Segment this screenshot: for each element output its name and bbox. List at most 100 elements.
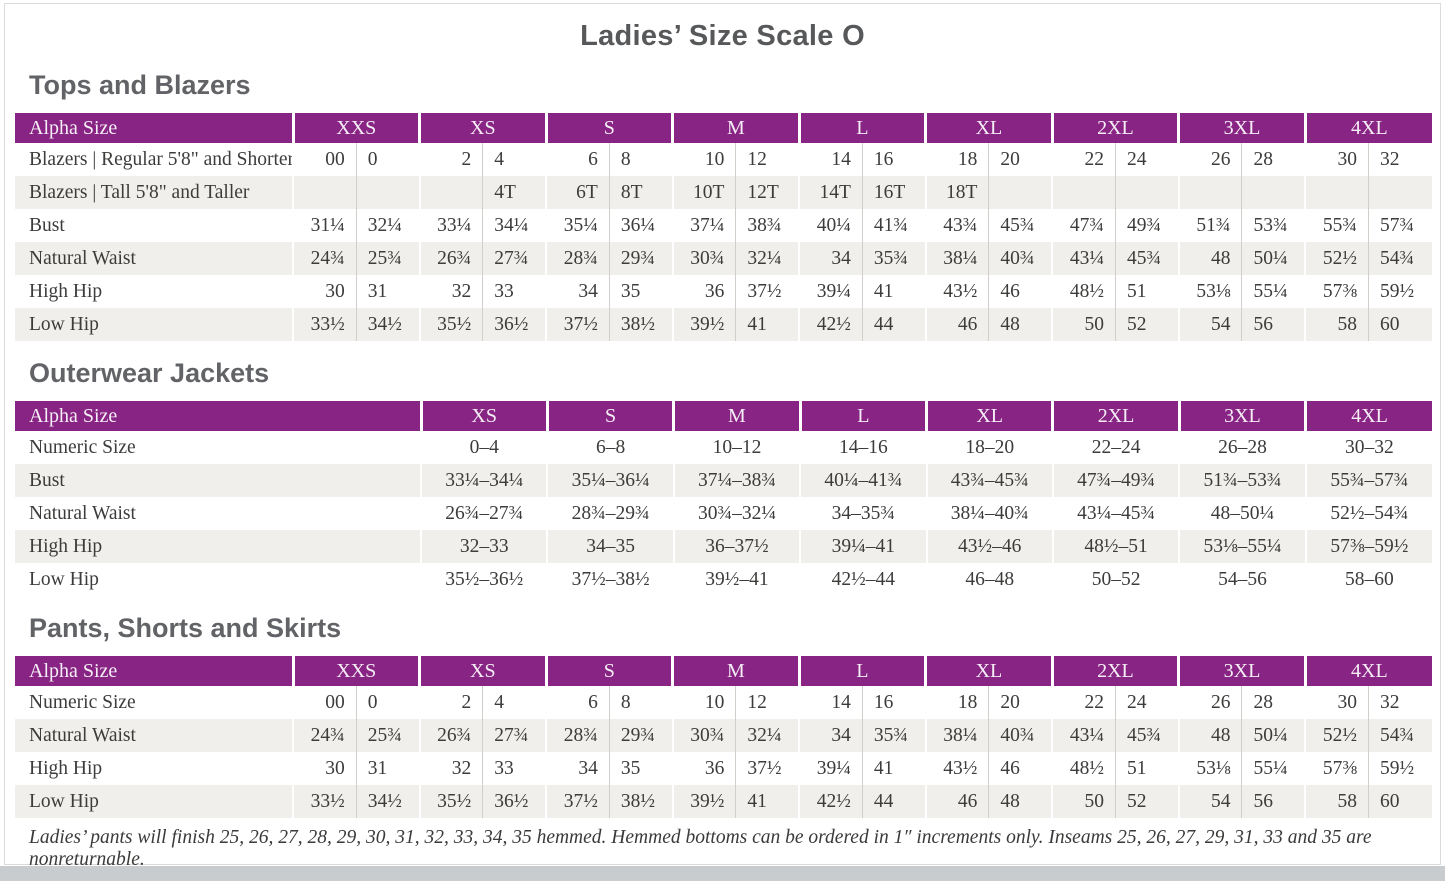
size-cell: 33: [482, 752, 547, 785]
size-cell: 35: [608, 752, 673, 785]
size-cell: 31¼: [291, 209, 357, 242]
table-row: Low Hip 33½ 34½ 35½ 36½ 37½ 38½ 39½ 41 42½ 44 46 48 5…: [15, 308, 1432, 341]
size-cell: 33½: [291, 785, 357, 818]
size-cell: 60: [1368, 308, 1432, 341]
size-group-header: 3XL: [1177, 113, 1306, 143]
size-cell: 36½: [482, 785, 547, 818]
size-cell: 48: [1177, 242, 1242, 275]
size-cell: 50: [1051, 308, 1116, 341]
size-cell: 32: [418, 275, 483, 308]
size-cell: 54: [1177, 785, 1242, 818]
size-cell: 2: [418, 143, 483, 176]
size-group-header: XL: [924, 656, 1053, 686]
size-cell: 28¾: [545, 242, 610, 275]
size-cell: 37¼–38¾: [672, 464, 801, 497]
size-group-header: XXS: [291, 113, 420, 143]
size-cell: 8: [608, 143, 673, 176]
size-group-header: L: [797, 656, 926, 686]
size-cell: 52½: [1304, 242, 1369, 275]
size-cell: 51¾: [1177, 209, 1242, 242]
size-cell: 36¼: [608, 209, 673, 242]
size-cell: 14: [798, 686, 863, 719]
size-cell: 12: [735, 143, 800, 176]
size-cell: 29¾: [608, 242, 673, 275]
table-row: Blazers | Regular 5'8" and Shorter 00 0 2 4 6…: [15, 143, 1432, 176]
size-group-header: M: [671, 656, 800, 686]
size-cell: 24: [1114, 143, 1179, 176]
row-label: Numeric Size: [15, 431, 422, 464]
size-cell: 54¾: [1368, 242, 1432, 275]
size-cell: 0: [355, 143, 420, 176]
size-cell: 43½: [924, 275, 989, 308]
size-cell: 31: [355, 752, 420, 785]
size-cell: 60: [1368, 785, 1432, 818]
size-cell: 46: [924, 308, 989, 341]
section-heading: Pants, Shorts and Skirts: [29, 613, 342, 643]
size-group-header: L: [797, 113, 926, 143]
size-cell: 14T: [798, 176, 863, 209]
size-cell: 28: [1241, 686, 1306, 719]
alpha-size-header: Alpha Size: [15, 113, 293, 143]
size-cell: 59½: [1368, 752, 1432, 785]
size-cell: 41: [861, 275, 926, 308]
size-group-header: XL: [924, 401, 1053, 431]
table-row: Numeric Size 0–4 6–8 10–12 14–16 18–20 22–24 26…: [15, 431, 1432, 464]
size-chart-document: Ladies’ Size Scale O Tops and Blazers Alp…: [4, 3, 1441, 870]
size-group-header: XL: [924, 113, 1053, 143]
size-cell: [988, 176, 1053, 209]
table-row: Natural Waist 24¾ 25¾ 26¾ 27¾ 28¾ 29¾ 30¾ 32¼ 34 3…: [15, 242, 1432, 275]
size-cell: 38¼–40¾: [925, 497, 1053, 530]
size-cell: 37½: [545, 785, 610, 818]
size-cell: [355, 176, 420, 209]
size-cell: 53⅛–55¼: [1178, 530, 1306, 563]
size-cell: 40¾: [988, 719, 1053, 752]
size-cell: 50: [1051, 785, 1116, 818]
size-group-header: S: [544, 113, 673, 143]
size-cell: 6T: [545, 176, 610, 209]
size-cell: 36–37½: [672, 530, 801, 563]
size-cell: 54¾: [1368, 719, 1432, 752]
size-cell: 30: [1304, 686, 1369, 719]
size-cell: 51¾–53¾: [1178, 464, 1306, 497]
size-group-header: 4XL: [1304, 401, 1432, 431]
size-cell: 39½–41: [672, 563, 801, 596]
size-group-header: XXS: [291, 656, 420, 686]
table-row: High Hip 30 31 32 33 34 35 36 37½ 39¼ 41 43½ 46 48½ 51…: [15, 752, 1432, 785]
size-cell: 18–20: [925, 431, 1053, 464]
size-cell: 59½: [1368, 275, 1432, 308]
size-cell: 26¾–27¾: [419, 497, 548, 530]
size-cell: 18: [924, 143, 989, 176]
size-cell: 26: [1177, 143, 1242, 176]
size-cell: [291, 176, 357, 209]
size-cell: 40¼: [798, 209, 863, 242]
size-cell: 48–50¼: [1178, 497, 1306, 530]
size-cell: 37½–38½: [546, 563, 674, 596]
size-cell: 34–35¾: [799, 497, 927, 530]
size-table: Alpha Size XS S M L XL 2XL 3XL 4XL Numeric Size 0–…: [15, 401, 1432, 596]
size-cell: 37½: [545, 308, 610, 341]
row-label: Natural Waist: [15, 497, 422, 530]
size-cell: 0–4: [419, 431, 548, 464]
row-label: Blazers | Tall 5'8" and Taller: [15, 176, 294, 209]
size-cell: 57⅜: [1304, 752, 1369, 785]
size-cell: 40¾: [988, 242, 1053, 275]
size-cell: 51: [1114, 752, 1179, 785]
row-label: Low Hip: [15, 308, 294, 341]
size-cell: 33¼–34¼: [419, 464, 548, 497]
size-cell: 55¼: [1241, 275, 1306, 308]
size-group-header: 4XL: [1303, 113, 1432, 143]
size-cell: 47¾: [1051, 209, 1116, 242]
size-cell: 24¾: [291, 242, 357, 275]
size-cell: 32: [418, 752, 483, 785]
size-cell: 54–56: [1178, 563, 1306, 596]
size-cell: 00: [291, 686, 357, 719]
size-cell: 47¾–49¾: [1051, 464, 1180, 497]
size-cell: 35½: [418, 308, 483, 341]
size-cell: 4: [482, 686, 547, 719]
size-cell: 43¼: [1051, 719, 1116, 752]
page-title: Ladies’ Size Scale O: [580, 20, 865, 52]
row-label: Natural Waist: [15, 242, 294, 275]
footnote: Ladies’ pants will finish 25, 26, 27, 28…: [29, 827, 1372, 870]
size-cell: 34: [798, 242, 863, 275]
size-group-header: 2XL: [1050, 656, 1179, 686]
